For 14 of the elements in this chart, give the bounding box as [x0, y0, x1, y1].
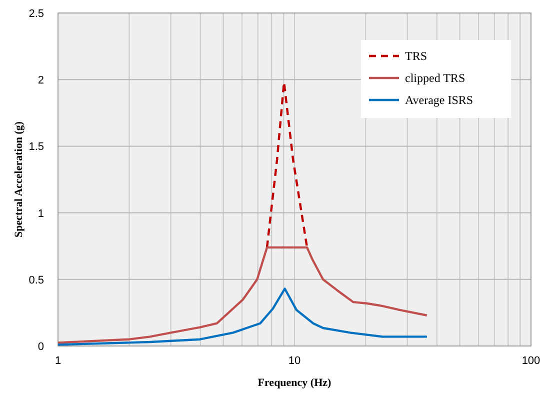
- y-tick-label: 0.5: [28, 274, 44, 286]
- legend-label: clipped TRS: [405, 71, 466, 85]
- y-tick-label: 2.5: [28, 8, 44, 20]
- x-axis-title: Frequency (Hz): [258, 377, 332, 389]
- y-axis-title: Spectral Acceleration (g): [13, 121, 25, 238]
- y-tick-label: 1.5: [28, 141, 44, 154]
- y-tick-label: 1: [38, 208, 44, 220]
- x-tick-label: 10: [288, 355, 301, 367]
- y-tick-label: 2: [38, 74, 44, 87]
- x-tick-label: 1: [54, 355, 62, 367]
- x-tick-label: 100: [522, 355, 540, 367]
- y-tick-label: 0: [38, 341, 44, 353]
- legend-label: TRS: [405, 49, 428, 63]
- legend-label: Average ISRS: [405, 93, 474, 107]
